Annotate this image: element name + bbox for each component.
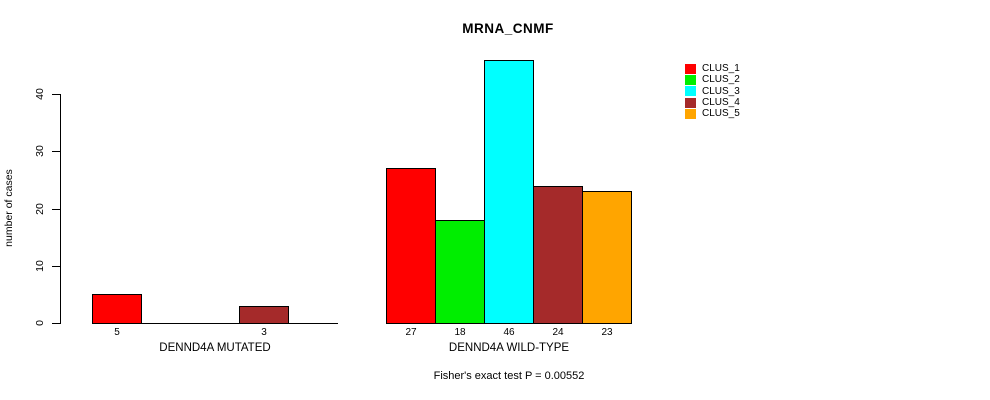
y-tick-mark	[52, 151, 60, 152]
bar-clus_1	[386, 168, 436, 323]
legend-swatch-icon	[685, 86, 696, 97]
fisher-test-note: Fisher's exact test P = 0.00552	[433, 370, 585, 382]
bar-clus_4	[239, 306, 289, 323]
bar-value-label: 46	[503, 327, 515, 338]
legend-item: CLUS_4	[685, 97, 740, 108]
legend-swatch-icon	[685, 108, 696, 119]
y-tick-label: 20	[34, 203, 46, 215]
legend-item: CLUS_3	[685, 86, 740, 97]
bar-value-label: 23	[601, 327, 613, 338]
legend-swatch-icon	[685, 97, 696, 108]
group-baseline	[386, 323, 632, 324]
legend: CLUS_1 CLUS_2 CLUS_3 CLUS_4 CLUS_5	[685, 63, 740, 119]
bar-value-label: 18	[454, 327, 466, 338]
chart-title: MRNA_CNMF	[462, 21, 554, 36]
legend-label: CLUS_2	[702, 74, 740, 86]
y-tick-mark	[52, 94, 60, 95]
y-axis-title: number of cases	[3, 169, 15, 247]
group-label: DENND4A WILD-TYPE	[448, 342, 570, 354]
legend-item: CLUS_1	[685, 63, 740, 74]
bar-value-label: 24	[552, 327, 564, 338]
bar-clus_3	[484, 60, 534, 323]
y-tick-label: 30	[34, 145, 46, 157]
y-axis-line	[60, 94, 61, 324]
y-tick-label: 0	[34, 320, 46, 326]
y-tick-mark	[52, 323, 60, 324]
legend-label: CLUS_3	[702, 85, 740, 97]
y-tick-mark	[52, 209, 60, 210]
group-label: DENND4A MUTATED	[159, 342, 271, 354]
legend-label: CLUS_1	[702, 63, 740, 75]
legend-label: CLUS_4	[702, 97, 740, 109]
bar-clus_1	[92, 294, 142, 323]
y-tick-mark	[52, 266, 60, 267]
y-tick-label: 40	[34, 88, 46, 100]
legend-item: CLUS_2	[685, 74, 740, 85]
bar-value-label: 3	[261, 327, 267, 338]
bar-clus_5	[582, 191, 632, 323]
y-tick-label: 10	[34, 260, 46, 272]
bar-value-label: 27	[405, 327, 417, 338]
legend-label: CLUS_5	[702, 108, 740, 120]
legend-item: CLUS_5	[685, 108, 740, 119]
bar-clus_2	[435, 220, 485, 323]
group-baseline	[92, 323, 338, 324]
legend-swatch-icon	[685, 74, 696, 85]
legend-swatch-icon	[685, 63, 696, 74]
bar-value-label: 5	[114, 327, 120, 338]
bar-clus_4	[533, 186, 583, 323]
